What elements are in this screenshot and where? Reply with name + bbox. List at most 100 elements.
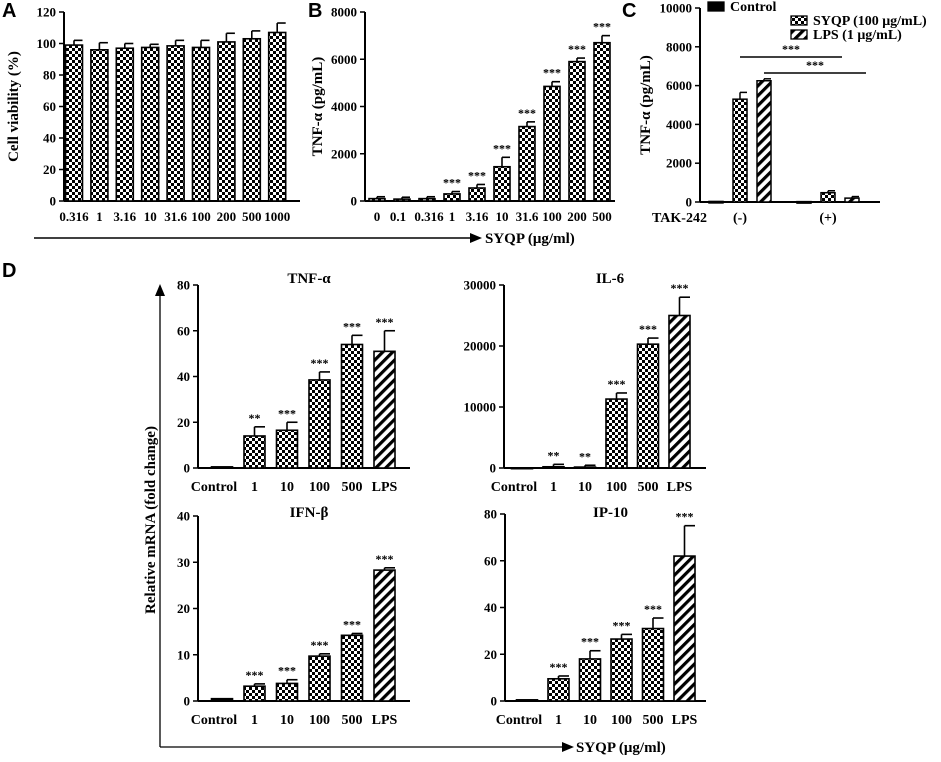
chart-c-group-title: TAK-242 — [652, 211, 707, 226]
chart-b-significance: *** — [568, 42, 586, 56]
chart-d-tnf-bar — [373, 350, 396, 469]
chart-a-ytick-label: 100 — [37, 36, 57, 51]
chart-d-tnf-ytick-label: 60 — [177, 323, 190, 338]
chart-a-ytick-label: 120 — [37, 5, 57, 20]
chart-d-ip10-significance: *** — [644, 602, 662, 616]
chart-c-bar — [844, 197, 860, 203]
chart-b-category-label: 1 — [449, 209, 456, 224]
chart-c-group-label: (+) — [819, 211, 837, 226]
chart-c-bar — [796, 200, 812, 204]
chart-b-ytick-label: 2000 — [331, 146, 357, 161]
chart-b-bar — [593, 41, 611, 202]
chart-a-ylabel: Cell viability (%) — [6, 51, 22, 162]
chart-b-significance: *** — [518, 106, 536, 120]
chart-d-ip10-category-label: 100 — [611, 713, 632, 728]
chart-c-legend-label: Control — [730, 0, 777, 15]
chart-b-category-label: 0 — [374, 209, 381, 224]
chart-d-ip10-ytick-label: 80 — [484, 507, 497, 522]
chart-d-il6-category-label: LPS — [667, 480, 693, 495]
shared-x-arrow-top — [34, 233, 482, 243]
chart-c-legend-swatch — [707, 1, 725, 12]
chart-b-category-label: 10 — [496, 209, 509, 224]
chart-c-group-label: (-) — [733, 211, 747, 226]
chart-d-ifnb-bar — [243, 685, 266, 702]
chart-d-ip10-bar — [641, 627, 665, 702]
chart-d-il6-category-label: 500 — [638, 480, 659, 495]
chart-d-il6-ytick-label: 10000 — [464, 400, 497, 415]
chart-a-bar — [90, 48, 109, 202]
chart-d-il6-significance: ** — [548, 448, 560, 462]
chart-b-ytick-label: 6000 — [331, 52, 357, 67]
chart-b-bar — [418, 197, 436, 202]
chart-d-il6-category-label: Control — [491, 480, 538, 495]
chart-a-category-label: 31.6 — [164, 209, 187, 224]
chart-d-il6-category-label: 10 — [578, 480, 592, 495]
chart-a-ytick-label: 20 — [43, 162, 56, 177]
chart-a-bar — [191, 46, 211, 202]
chart-d-il6-ytick-label: 20000 — [464, 339, 497, 354]
chart-c-ytick-label: 4000 — [666, 117, 692, 132]
chart-b-ytick-label: 4000 — [331, 99, 357, 114]
chart-a-bar — [166, 45, 185, 202]
chart-a-bar — [115, 47, 135, 202]
chart-b-bar — [568, 60, 586, 202]
chart-b-bar — [443, 193, 461, 202]
chart-a-category-label: 1000 — [264, 209, 290, 224]
chart-d-il6-significance: *** — [671, 281, 689, 295]
chart-c-comparison-label: *** — [782, 42, 800, 56]
chart-a-ytick-label: 60 — [43, 99, 56, 114]
panel-label-c: C — [622, 0, 636, 22]
chart-b-bar — [468, 187, 486, 202]
chart-d-tnf-significance: *** — [278, 406, 296, 420]
chart-d-ifnb-bar — [340, 634, 364, 702]
chart-d-il6-title: IL-6 — [596, 271, 625, 287]
chart-d-ip10-category-label: 500 — [643, 713, 664, 728]
panel-label-a: A — [2, 0, 16, 22]
chart-a-bar — [64, 44, 84, 202]
chart-c-bar — [756, 80, 772, 203]
chart-d-tnf-significance: *** — [376, 315, 394, 329]
chart-c-ylabel: TNF-α (pg/mL) — [638, 55, 654, 155]
chart-a-category-label: 3.16 — [113, 209, 136, 224]
chart-d-ip10-title: IP-10 — [593, 505, 628, 521]
panel-d-ylabel: Relative mRNA (fold change) — [143, 426, 159, 614]
chart-a-category-label: 10 — [144, 209, 157, 224]
chart-b-bar — [518, 125, 536, 202]
chart-d-tnf-bar — [308, 379, 331, 469]
chart-c-comparison-label: *** — [806, 58, 824, 72]
chart-b-significance: *** — [443, 176, 461, 190]
chart-c-ytick-label: 10000 — [660, 1, 693, 16]
chart-d-tnf-bar — [210, 466, 234, 469]
chart-a-bar — [217, 41, 236, 202]
chart-d-tnf-ytick-label: 80 — [177, 278, 190, 293]
chart-b-category-label: 0.316 — [414, 209, 444, 224]
chart-c-ytick-label: 6000 — [666, 78, 692, 93]
chart-d-ifnb-title: IFN-β — [290, 505, 329, 521]
chart-a-category-label: 100 — [191, 209, 211, 224]
chart-c-legend-label: LPS (1 μg/mL) — [813, 28, 902, 43]
chart-b-significance: *** — [593, 20, 611, 34]
chart-d-ip10-category-label: LPS — [672, 713, 698, 728]
chart-d-ifnb-significance: *** — [376, 552, 394, 566]
chart-d-il6-category-label: 1 — [550, 480, 557, 495]
chart-a-ytick-label: 40 — [43, 131, 56, 146]
chart-d-ip10-bar — [578, 658, 602, 702]
chart-d-tnf-title: TNF-α — [287, 271, 331, 287]
chart-d-ifnb-significance: *** — [311, 638, 329, 652]
chart-d-ip10-bar — [610, 638, 633, 702]
panel-label-b: B — [308, 0, 322, 22]
chart-d-il6-ytick-label: 0 — [490, 461, 497, 476]
chart-b-ytick-label: 8000 — [331, 5, 357, 20]
chart-b-bar — [368, 197, 386, 202]
chart-d-tnf-ytick-label: 0 — [184, 461, 191, 476]
chart-d-ip10-ytick-label: 20 — [484, 647, 497, 662]
chart-d-tnf-significance: *** — [343, 319, 361, 333]
chart-d-ifnb-bar — [308, 655, 331, 702]
chart-d-tnf-bar — [243, 435, 266, 469]
chart-d-tnf-significance: ** — [249, 411, 261, 425]
chart-d-tnf-category-label: 500 — [342, 480, 363, 495]
chart-d-ifnb-bar — [210, 697, 234, 702]
chart-d-ifnb-ytick-label: 10 — [177, 647, 190, 662]
chart-d-ifnb-ytick-label: 40 — [177, 509, 190, 524]
